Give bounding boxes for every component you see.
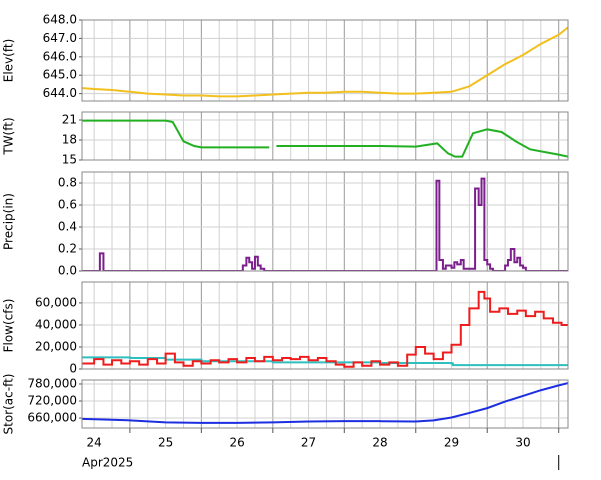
- y-tick-label: 645.0: [43, 68, 77, 82]
- plot-frame: [81, 111, 569, 161]
- x-tick-label: 28: [372, 436, 387, 450]
- series-line: [82, 356, 568, 367]
- plot-frame: [81, 19, 569, 102]
- y-axis-label: Precip(in): [2, 193, 16, 250]
- series-line: [82, 290, 568, 368]
- y-tick-label: 21: [62, 113, 77, 127]
- x-tick-label: 26: [229, 436, 244, 450]
- y-tick-label: 60,000: [35, 295, 77, 309]
- plot-frame: [81, 171, 569, 272]
- y-tick-label: 780,000: [27, 376, 77, 390]
- x-tick-label: 29: [444, 436, 459, 450]
- y-axis-label: Stor(ac-ft): [2, 374, 16, 435]
- y-tick-label: 0.4: [58, 220, 77, 234]
- series-line: [82, 119, 568, 158]
- y-tick-label: 0.8: [58, 176, 77, 190]
- y-tick-label: 644.0: [43, 86, 77, 100]
- y-tick-label: 20,000: [35, 339, 77, 353]
- x-axis-label: Apr2025: [82, 456, 133, 470]
- x-tick-label: 25: [158, 436, 173, 450]
- x-tick-label: 24: [87, 436, 102, 450]
- series-line: [82, 26, 568, 98]
- plot-frame: [81, 379, 569, 429]
- y-axis-label: Elev(ft): [2, 39, 16, 82]
- y-tick-label: 15: [62, 153, 77, 167]
- y-tick-label: 647.0: [43, 31, 77, 45]
- y-tick-label: 0.0: [58, 264, 77, 278]
- y-tick-label: 648.0: [43, 13, 77, 27]
- x-tick-label: 30: [515, 436, 530, 450]
- plot-frame: [81, 281, 569, 370]
- y-tick-label: 646.0: [43, 49, 77, 63]
- y-tick-label: 0.6: [58, 198, 77, 212]
- y-tick-label: 720,000: [27, 394, 77, 408]
- y-tick-label: 40,000: [35, 317, 77, 331]
- y-tick-label: 0: [69, 362, 77, 376]
- series-line: [82, 177, 568, 271]
- series-line: [82, 382, 568, 424]
- y-tick-label: 18: [62, 133, 77, 147]
- y-tick-label: 0.2: [58, 242, 77, 256]
- y-tick-label: 660,000: [27, 411, 77, 425]
- y-axis-label: TW(ft): [2, 117, 16, 155]
- x-tick-label: 27: [301, 436, 316, 450]
- y-axis-label: Flow(cfs): [2, 299, 16, 353]
